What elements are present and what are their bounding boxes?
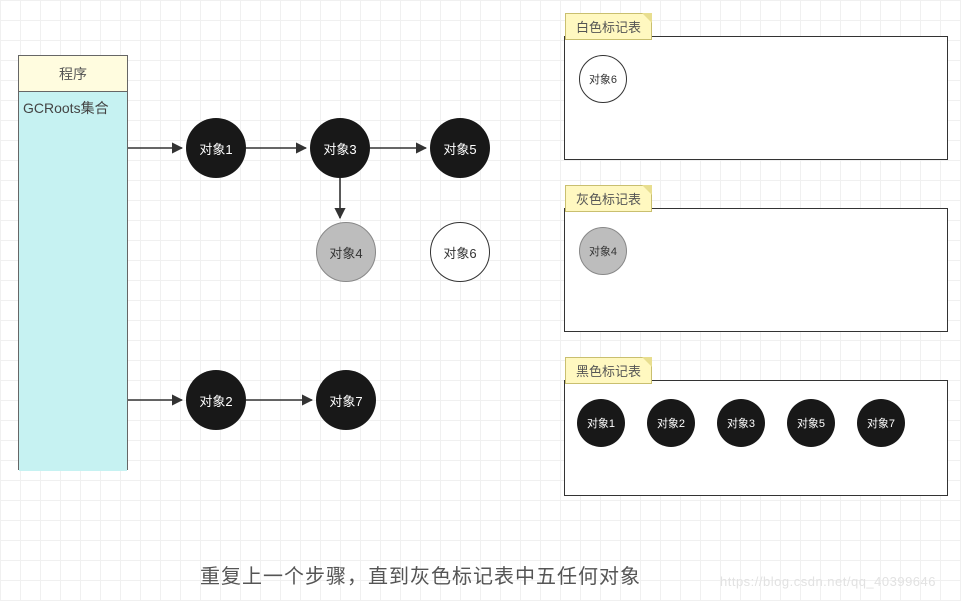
panel-node: 对象6	[579, 55, 627, 103]
white-panel-items: 对象6	[565, 37, 947, 121]
black-panel-tag: 黑色标记表	[565, 357, 652, 384]
graph-node: 对象5	[430, 118, 490, 178]
white-panel: 白色标记表 对象6	[564, 36, 948, 160]
program-body-label: GCRoots集合	[19, 92, 127, 471]
program-title: 程序	[19, 56, 127, 92]
watermark-text: https://blog.csdn.net/qq_40399646	[720, 574, 936, 589]
white-panel-tag: 白色标记表	[565, 13, 652, 40]
graph-node: 对象6	[430, 222, 490, 282]
panel-node: 对象3	[717, 399, 765, 447]
program-box: 程序 GCRoots集合	[18, 55, 128, 470]
black-panel: 黑色标记表 对象1对象2对象3对象5对象7	[564, 380, 948, 496]
gray-panel: 灰色标记表 对象4	[564, 208, 948, 332]
graph-node: 对象3	[310, 118, 370, 178]
gray-panel-tag: 灰色标记表	[565, 185, 652, 212]
panel-node: 对象7	[857, 399, 905, 447]
black-panel-items: 对象1 对象2 对象3 对象5 对象7	[565, 381, 947, 465]
caption-text: 重复上一个步骤，直到灰色标记表中五任何对象	[200, 560, 641, 589]
graph-node: 对象7	[316, 370, 376, 430]
panel-node: 对象5	[787, 399, 835, 447]
graph-node: 对象2	[186, 370, 246, 430]
graph-node: 对象1	[186, 118, 246, 178]
gray-panel-items: 对象4	[565, 209, 947, 293]
panel-node: 对象1	[577, 399, 625, 447]
panel-node: 对象2	[647, 399, 695, 447]
panel-node: 对象4	[579, 227, 627, 275]
graph-node: 对象4	[316, 222, 376, 282]
